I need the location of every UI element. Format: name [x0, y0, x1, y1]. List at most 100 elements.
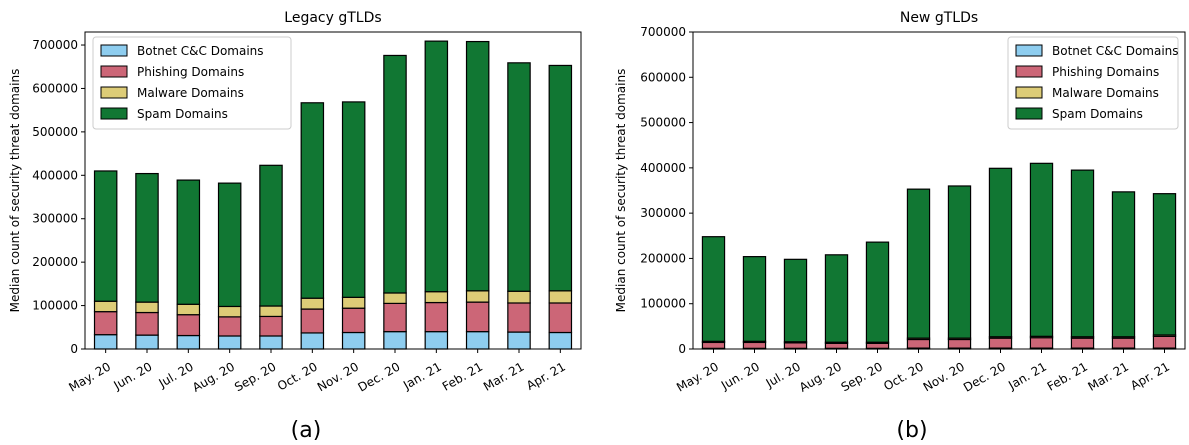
x-tick-label: Apr. 21 — [1128, 359, 1172, 392]
bar-spam-9 — [465, 40, 490, 292]
bar-spam-11 — [548, 64, 573, 292]
bar-malware-10 — [507, 290, 531, 304]
x-tick-label: Feb. 21 — [1045, 359, 1090, 393]
bar-malware-8 — [424, 291, 449, 304]
x-tick-label: May. 20 — [674, 359, 721, 394]
bar-malware-11 — [548, 290, 573, 304]
chart-title: New gTLDs — [900, 10, 978, 26]
bar-spam-7 — [383, 54, 407, 294]
bar-botnet-9 — [465, 331, 490, 350]
bar-botnet-3 — [217, 335, 242, 350]
bar-botnet-1 — [135, 334, 159, 350]
x-tick-label: Nov. 20 — [921, 359, 967, 394]
x-tick-label: Dec. 20 — [356, 359, 403, 394]
bar-phishing-5 — [300, 308, 325, 334]
bar-phishing-3 — [217, 316, 242, 337]
bar-malware-2 — [176, 303, 201, 316]
bar-phishing-6 — [947, 338, 972, 349]
bar-phishing-3 — [824, 342, 849, 349]
legend-swatch-spam — [100, 107, 128, 120]
bar-phishing-1 — [135, 311, 159, 336]
bar-phishing-9 — [1070, 337, 1095, 349]
legend-label-phishing: Phishing Domains — [1052, 65, 1159, 79]
x-tick-label: Feb. 21 — [440, 359, 485, 393]
bar-spam-6 — [947, 185, 972, 339]
bar-phishing-2 — [783, 342, 808, 349]
x-tick-label: Jan. 21 — [1005, 359, 1049, 392]
bar-spam-4 — [865, 241, 890, 343]
legend-label-malware: Malware Domains — [1052, 86, 1159, 100]
bar-phishing-8 — [1029, 337, 1054, 349]
y-tick-label: 200000 — [32, 255, 78, 269]
panel-label: (b) — [896, 418, 927, 443]
bar-spam-3 — [824, 254, 849, 343]
x-tick-label: Aug. 20 — [797, 359, 844, 394]
bar-spam-2 — [176, 179, 201, 305]
y-axis-label: Median count of security threat domains — [8, 69, 22, 313]
bar-botnet-4 — [259, 335, 283, 350]
chart-panel-b: New gTLDs 0 100000 200000 300000 400000 500000… — [614, 10, 1186, 443]
bar-botnet-6 — [341, 331, 366, 350]
y-tick-label: 400000 — [32, 168, 78, 182]
axes-frame — [692, 31, 1186, 350]
bar-spam-8 — [1029, 162, 1054, 337]
x-tick-label: Apr. 21 — [524, 359, 568, 392]
x-tick-label: Dec. 20 — [961, 359, 1008, 394]
y-tick-label: 700000 — [640, 25, 686, 39]
bar-phishing-8 — [424, 301, 449, 333]
x-tick-label: Sep. 20 — [232, 359, 278, 394]
x-tick-label: Jul. 20 — [156, 359, 196, 390]
bar-spam-5 — [300, 102, 325, 299]
legend-swatch-malware — [100, 86, 128, 99]
bar-spam-11 — [1152, 193, 1177, 336]
bar-malware-3 — [217, 305, 242, 318]
bar-botnet-5 — [300, 332, 325, 350]
bar-malware-0 — [93, 300, 118, 313]
legend-swatch-spam — [1015, 107, 1043, 120]
x-tick-label: May. 20 — [66, 359, 113, 394]
legend-label-malware: Malware Domains — [137, 86, 244, 100]
x-tick-label: Mar. 21 — [481, 359, 526, 393]
bar-spam-2 — [783, 258, 808, 343]
bar-malware-6 — [341, 296, 366, 309]
legend-swatch-phishing — [100, 65, 128, 78]
bar-spam-7 — [988, 167, 1013, 338]
bar-phishing-5 — [906, 338, 931, 349]
x-tick-label: Aug. 20 — [190, 359, 237, 394]
x-tick-label: Mar. 21 — [1086, 359, 1131, 393]
bar-spam-0 — [701, 236, 726, 342]
bar-spam-0 — [93, 170, 118, 302]
axes-frame — [84, 31, 582, 350]
bar-malware-1 — [135, 301, 159, 314]
x-tick-label: Oct. 20 — [881, 359, 926, 393]
x-tick-label: Jun. 20 — [718, 359, 762, 392]
bar-phishing-6 — [341, 307, 366, 334]
bar-group — [93, 40, 573, 350]
bar-group — [701, 162, 1177, 350]
y-tick-label: 700000 — [32, 38, 78, 52]
legend-label-spam: Spam Domains — [137, 107, 228, 121]
bar-spam-1 — [742, 256, 767, 342]
bar-botnet-10 — [507, 331, 531, 350]
y-tick-label: 200000 — [640, 251, 686, 265]
bar-phishing-7 — [383, 302, 407, 333]
bar-spam-10 — [1111, 191, 1136, 338]
y-tick-label: 0 — [678, 342, 686, 356]
y-axis-label: Median count of security threat domains — [614, 69, 628, 313]
bar-spam-3 — [217, 182, 242, 308]
bar-phishing-9 — [465, 301, 490, 333]
bar-spam-8 — [424, 40, 449, 293]
bar-malware-5 — [300, 297, 325, 310]
x-tick-label: Jun. 20 — [111, 359, 155, 392]
y-tick-label: 100000 — [640, 297, 686, 311]
y-tick-label: 600000 — [640, 70, 686, 84]
bar-phishing-7 — [988, 337, 1013, 349]
bar-botnet-7 — [383, 331, 407, 350]
x-tick-label: Nov. 20 — [315, 359, 361, 394]
bar-spam-9 — [1070, 169, 1095, 338]
bar-spam-6 — [341, 101, 366, 298]
y-tick-label: 300000 — [32, 212, 78, 226]
bar-malware-7 — [383, 292, 407, 305]
x-tick-label: Sep. 20 — [839, 359, 885, 394]
